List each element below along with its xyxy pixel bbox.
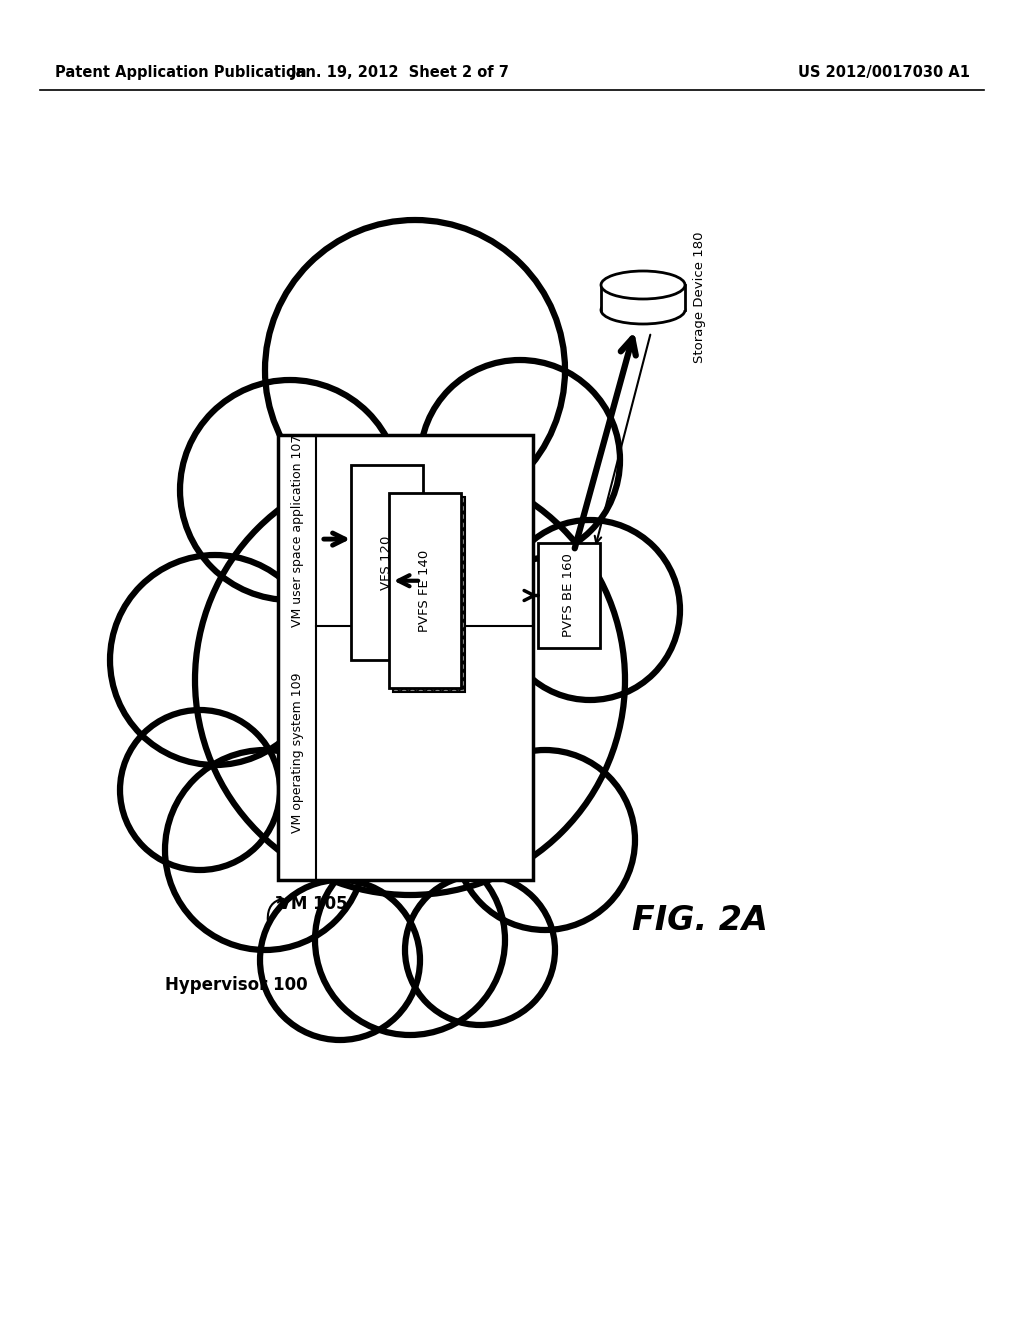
Text: VM operating system 109: VM operating system 109: [291, 673, 303, 833]
Circle shape: [265, 220, 565, 520]
Text: VM user space application 107: VM user space application 107: [291, 434, 303, 627]
Circle shape: [420, 360, 620, 560]
Text: US 2012/0017030 A1: US 2012/0017030 A1: [798, 65, 970, 79]
Text: PVFS FE 140: PVFS FE 140: [419, 549, 431, 632]
Bar: [538, 543, 600, 648]
Circle shape: [455, 750, 635, 931]
Text: PVFS BE 160: PVFS BE 160: [562, 553, 575, 638]
Circle shape: [406, 875, 555, 1026]
Circle shape: [180, 380, 400, 601]
Bar: [389, 492, 461, 688]
FancyArrowPatch shape: [267, 898, 283, 920]
Circle shape: [315, 845, 505, 1035]
Circle shape: [120, 710, 280, 870]
Circle shape: [260, 880, 420, 1040]
Text: Patent Application Publication: Patent Application Publication: [55, 65, 306, 79]
Text: Hypervisor 100: Hypervisor 100: [165, 975, 307, 994]
Text: Jan. 19, 2012  Sheet 2 of 7: Jan. 19, 2012 Sheet 2 of 7: [291, 65, 509, 79]
Bar: [393, 498, 465, 692]
Circle shape: [195, 465, 625, 895]
Text: VM 105: VM 105: [278, 895, 347, 913]
Text: VFS 120: VFS 120: [381, 536, 393, 590]
Text: FIG. 2A: FIG. 2A: [632, 903, 768, 936]
Text: Storage Device 180: Storage Device 180: [693, 232, 706, 363]
Bar: [601, 285, 685, 310]
Bar: [351, 465, 423, 660]
Circle shape: [165, 750, 365, 950]
Circle shape: [110, 554, 319, 766]
Ellipse shape: [601, 271, 685, 300]
Bar: [278, 436, 534, 880]
Ellipse shape: [601, 296, 685, 323]
Circle shape: [500, 520, 680, 700]
